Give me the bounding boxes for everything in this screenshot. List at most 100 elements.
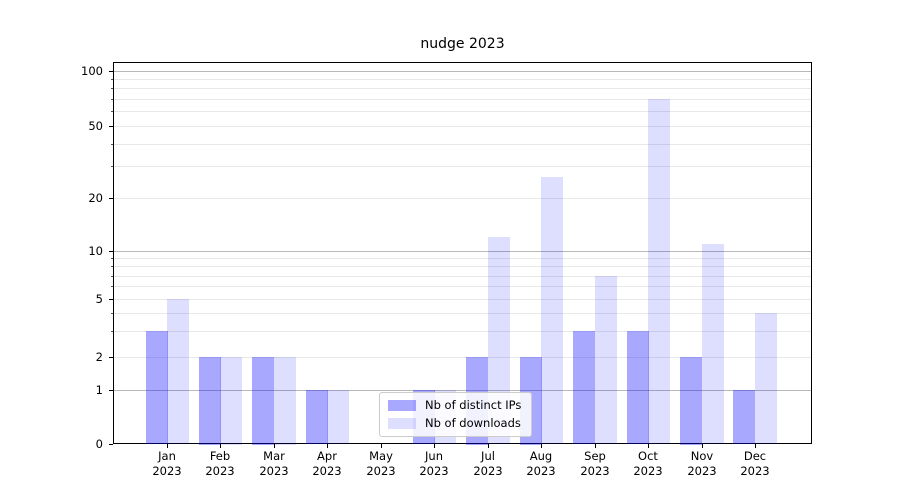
y-tick-label-20: 20 [88,191,103,205]
x-tick-nov [702,444,703,448]
x-tick-jul [488,444,489,448]
y-minortick-3 [111,331,113,332]
gridline-minor-9 [114,258,811,259]
bar-nb-of-distinct-ips-nov-2023 [680,357,702,445]
x-tick-label-dec: Dec 2023 [740,449,770,478]
y-minortick-70 [111,99,113,100]
bar-nb-of-distinct-ips-apr-2023 [306,390,328,444]
x-tick-dec [755,444,756,448]
gridline-minor-40 [114,144,811,145]
x-tick-mar [274,444,275,448]
x-tick-label-jul: Jul 2023 [473,449,503,478]
bar-nb-of-distinct-ips-jan-2023 [146,331,168,444]
x-tick-label-mar: Mar 2023 [259,449,289,478]
x-tick-label-jun: Jun 2023 [419,449,449,478]
legend-item-distinct-ips: Nb of distinct IPs [388,398,521,412]
gridline-minor-3 [114,331,811,332]
y-tick-label-10: 10 [88,244,103,258]
bar-nb-of-downloads-dec-2023 [755,313,777,444]
gridline-minor-4 [114,313,811,314]
gridline-minor-8 [114,266,811,267]
legend: Nb of distinct IPs Nb of downloads [379,392,533,437]
x-tick-apr [327,444,328,448]
bar-nb-of-downloads-mar-2023 [274,357,296,445]
bar-nb-of-downloads-oct-2023 [648,99,670,444]
legend-swatch-distinct-ips [388,399,416,411]
y-tick-label-5: 5 [95,292,103,306]
x-tick-may [381,444,382,448]
bar-nb-of-distinct-ips-feb-2023 [199,357,221,445]
bar-nb-of-downloads-apr-2023 [327,390,349,444]
legend-swatch-downloads [388,417,416,429]
bar-nb-of-downloads-jan-2023 [167,299,189,444]
bar-nb-of-distinct-ips-mar-2023 [252,357,274,445]
y-tick-label-2: 2 [95,350,103,364]
chart-title: nudge 2023 [420,36,505,52]
gridline-minor-6 [114,286,811,287]
y-tick-100 [109,71,113,72]
x-tick-label-nov: Nov 2023 [687,449,717,478]
x-tick-jan [167,444,168,448]
x-tick-label-sep: Sep 2023 [580,449,610,478]
y-tick-label-0: 0 [95,437,103,451]
x-tick-label-aug: Aug 2023 [526,449,556,478]
bar-nb-of-distinct-ips-oct-2023 [627,331,649,444]
gridline-minor-70 [114,99,811,100]
y-tick-label-50: 50 [88,119,103,133]
y-tick-1 [109,390,113,391]
y-minortick-30 [111,166,113,167]
x-tick-oct [648,444,649,448]
gridline-minor-80 [114,88,811,89]
y-minortick-80 [111,88,113,89]
y-minortick-4 [111,313,113,314]
gridline-minor-90 [114,79,811,80]
y-tick-20 [109,198,113,199]
y-tick-10 [109,251,113,252]
x-tick-jun [434,444,435,448]
y-minortick-9 [111,258,113,259]
y-tick-label-1: 1 [95,383,103,397]
y-minortick-6 [111,286,113,287]
bar-nb-of-downloads-sep-2023 [595,276,617,444]
x-tick-feb [220,444,221,448]
y-minortick-90 [111,79,113,80]
grid-layer [114,63,811,443]
plot-area: Nb of distinct IPs Nb of downloads [113,62,812,445]
y-tick-50 [109,126,113,127]
x-tick-aug [541,444,542,448]
legend-label-distinct-ips: Nb of distinct IPs [425,398,522,412]
y-minortick-8 [111,266,113,267]
gridline-minor-30 [114,166,811,167]
bar-nb-of-downloads-feb-2023 [220,357,242,445]
bar-nb-of-downloads-aug-2023 [541,177,563,444]
legend-label-downloads: Nb of downloads [425,416,521,430]
y-tick-2 [109,357,113,358]
y-tick-label-100: 100 [81,64,103,78]
x-tick-label-jan: Jan 2023 [152,449,182,478]
legend-item-downloads: Nb of downloads [388,416,521,430]
gridline-major-10 [114,251,811,252]
bar-nb-of-downloads-nov-2023 [702,244,724,444]
y-tick-0 [109,444,113,445]
bar-nb-of-distinct-ips-dec-2023 [733,390,755,444]
gridline-minor-7 [114,276,811,277]
gridline-minor-50 [114,126,811,127]
gridline-minor-20 [114,198,811,199]
y-minortick-60 [111,111,113,112]
y-minortick-7 [111,276,113,277]
x-tick-label-feb: Feb 2023 [205,449,235,478]
x-tick-label-oct: Oct 2023 [633,449,663,478]
gridline-minor-5 [114,299,811,300]
y-tick-5 [109,299,113,300]
gridline-major-100 [114,71,811,72]
x-tick-label-may: May 2023 [366,449,396,478]
x-tick-sep [595,444,596,448]
bar-nb-of-distinct-ips-sep-2023 [573,331,595,444]
y-minortick-40 [111,144,113,145]
x-tick-label-apr: Apr 2023 [312,449,342,478]
gridline-minor-2 [114,357,811,358]
gridline-minor-60 [114,111,811,112]
gridline-major-1 [114,390,811,391]
